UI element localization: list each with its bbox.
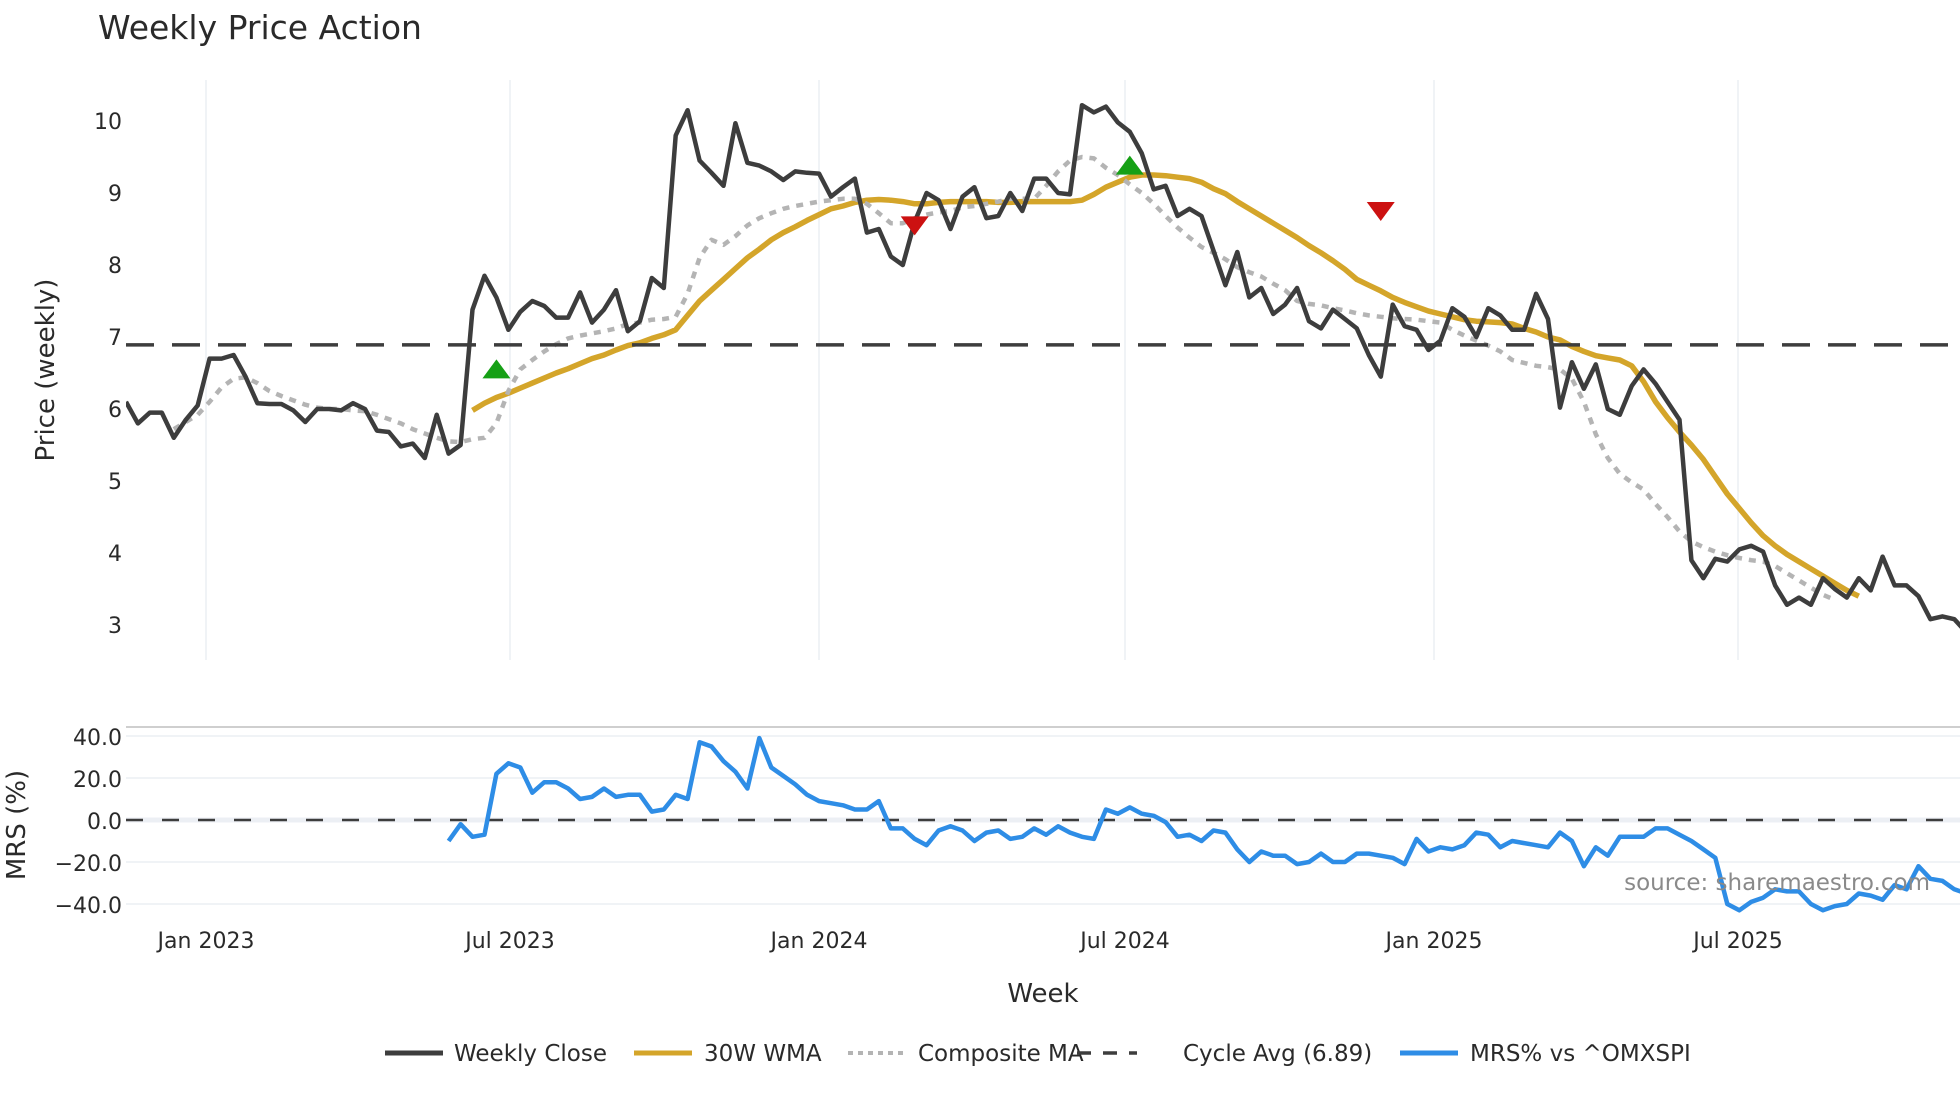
x-tick-jul-2023: Jul 2023 [463,929,555,954]
mrs-tick-20: 20.0 [73,768,122,793]
x-tick-jan-2024: Jan 2024 [769,929,868,954]
x-tick-jul-2025: Jul 2025 [1691,929,1783,954]
y-tick-10: 10 [94,110,122,135]
y-tick-9: 9 [108,182,122,207]
legend-label-30w-wma: 30W WMA [704,1041,822,1067]
legend-item-cycle-avg[interactable]: Cycle Avg (6.89) [1077,1041,1372,1067]
mrs-y-ticks: 40.0 20.0 0.0 −20.0 −40.0 [55,726,122,919]
y-tick-6: 6 [108,398,122,423]
legend-label-cycle-avg: Cycle Avg (6.89) [1183,1041,1372,1067]
mrs-y-axis-title: MRS (%) [2,770,32,880]
mrs-line [446,735,1960,913]
signal-markers [482,155,1395,379]
sell-signal-marker-3 [1366,202,1395,221]
chart-title: Weekly Price Action [98,8,422,47]
legend-item-30w-wma[interactable]: 30W WMA [634,1041,822,1067]
legend-item-weekly-close[interactable]: Weekly Close [385,1041,607,1067]
mrs-series-group [446,735,1960,913]
mrs-tick-neg20: −20.0 [55,852,122,877]
price-y-axis-title: Price (weekly) [31,279,61,462]
y-tick-8: 8 [108,254,122,279]
legend-label-weekly-close: Weekly Close [454,1041,607,1067]
composite-ma-line [172,154,1836,602]
x-axis-ticks: Jan 2023 Jul 2023 Jan 2024 Jul 2024 Jan … [156,929,1783,954]
mrs-gridlines [126,735,1960,905]
legend: Weekly Close 30W WMA Composite MA Cycle … [385,1041,1691,1067]
x-tick-jan-2023: Jan 2023 [156,929,255,954]
x-tick-jul-2024: Jul 2024 [1078,929,1170,954]
wma-30w-line [471,172,1860,599]
legend-label-composite-ma: Composite MA [918,1041,1084,1067]
mrs-tick-neg40: −40.0 [55,894,122,919]
price-gridlines [205,80,1739,660]
x-axis-title: Week [1007,979,1078,1009]
y-tick-5: 5 [108,470,122,495]
y-tick-7: 7 [108,326,122,351]
mrs-tick-0: 0.0 [87,810,122,835]
sell-signal-marker-1 [900,216,929,236]
legend-item-mrs[interactable]: MRS% vs ^OMXSPI [1400,1041,1691,1067]
price-y-ticks: 10 9 8 7 6 5 4 3 [94,110,122,639]
source-annotation: source: sharemaestro.com [1624,870,1930,896]
buy-signal-marker-0 [482,359,511,379]
price-series-group [126,102,1960,629]
legend-label-mrs: MRS% vs ^OMXSPI [1470,1041,1691,1067]
legend-item-composite-ma[interactable]: Composite MA [848,1041,1084,1067]
y-tick-4: 4 [108,542,122,567]
mrs-tick-40: 40.0 [73,726,122,751]
x-tick-jan-2025: Jan 2025 [1384,929,1483,954]
y-tick-3: 3 [108,614,122,639]
buy-signal-marker-2 [1115,155,1144,175]
weekly-close-line [126,102,1960,629]
